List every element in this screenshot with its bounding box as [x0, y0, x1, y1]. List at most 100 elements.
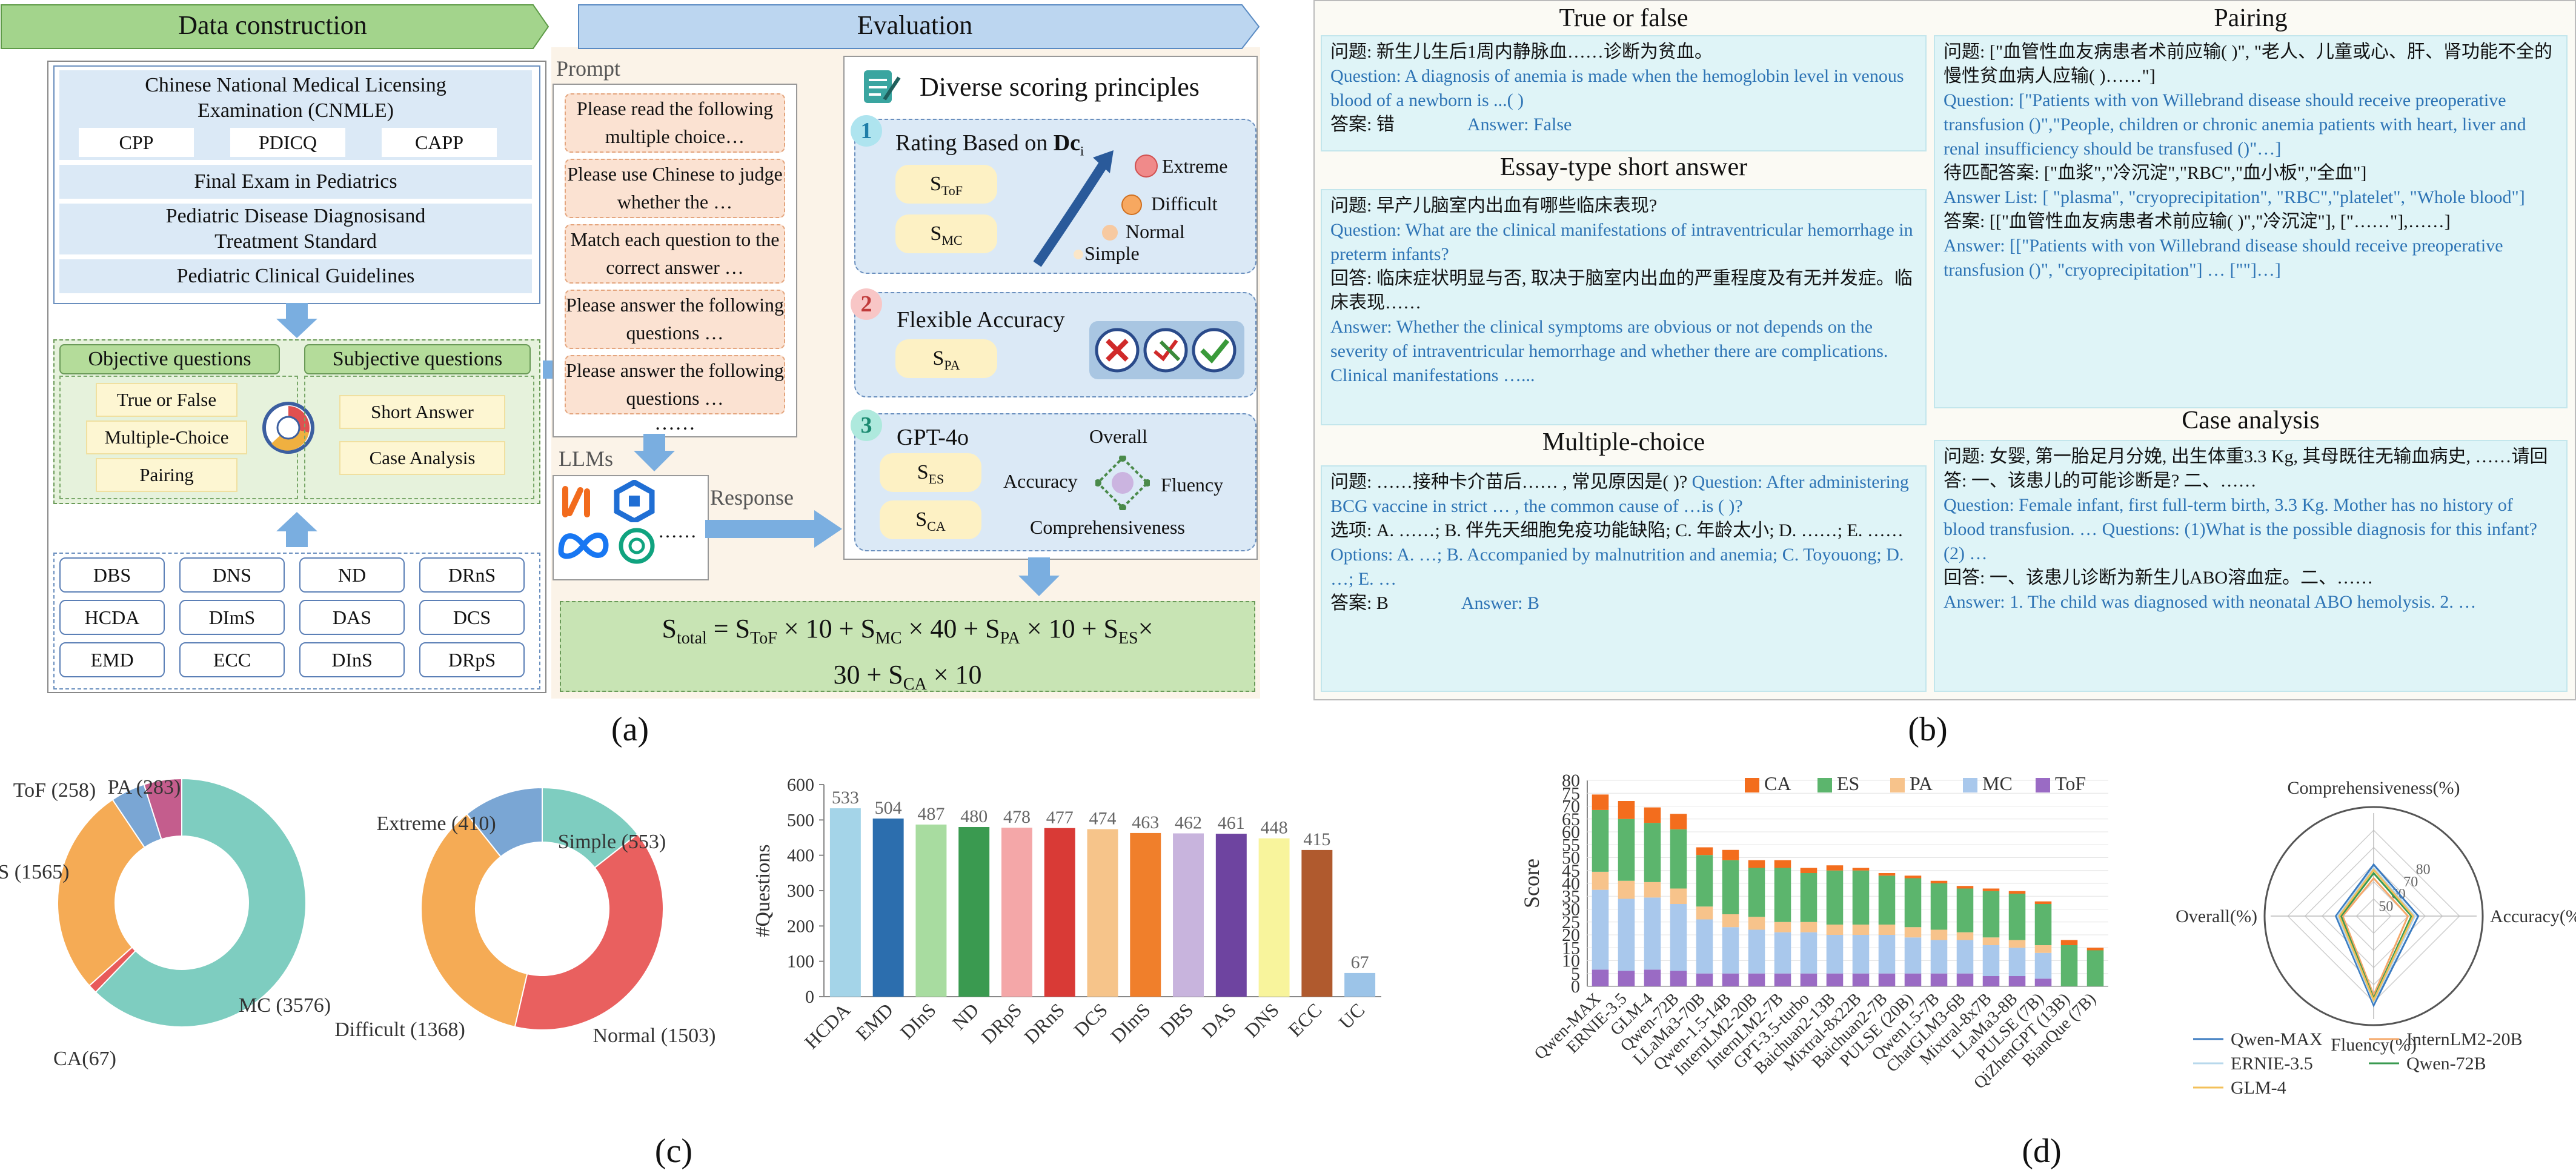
cat-drps: DRpS — [419, 642, 525, 677]
pill-s-es-sub: ES — [928, 471, 944, 487]
bar-category-label: UC — [1335, 998, 1369, 1033]
donut-difficulty-label-difficult: Difficult (1368) — [334, 1018, 465, 1041]
source-pdicq: PDICQ — [230, 128, 345, 157]
stack-seg-mc — [1618, 899, 1635, 971]
bar-category-label: DAS — [1197, 998, 1240, 1041]
tof-box: 问题: 新生儿生后1周内静脉血……诊断为贫血。 Question: A diag… — [1321, 35, 1927, 151]
dim-accuracy: Accuracy — [1003, 470, 1078, 492]
radar-series-qwen-max — [2334, 863, 2420, 1008]
stack-seg-tof — [1592, 969, 1609, 986]
prompt-item-2: Please use Chinese to judge whether the … — [565, 159, 785, 218]
stack-legend-swatch-ca — [1745, 778, 1759, 792]
stack-seg-pa — [2008, 940, 2026, 948]
prompt-ellipsis: …… — [654, 412, 695, 434]
tof-answer-row: 答案: 错 Answer: False — [1330, 113, 1917, 137]
cube-logo-icon — [614, 480, 655, 522]
radar-axis-accuracy: Accuracy(%) — [2490, 906, 2576, 926]
accuracy-icons — [1089, 321, 1244, 379]
stack-seg-mc — [1774, 932, 1791, 974]
stack-seg-pa — [1956, 932, 1974, 940]
stack-seg-pa — [1930, 929, 1948, 940]
stack-seg-ca — [1644, 807, 1661, 823]
pairing-box: 问题: ["血管性血友病患者术前应输( )", "老人、儿童或心、肝、肾功能不全… — [1934, 35, 2568, 408]
case-en-a: Answer: 1. The child was diagnosed with … — [1944, 592, 2477, 612]
pill-s-tof: SToF — [895, 165, 997, 204]
arrow-right-2 — [705, 510, 842, 548]
cat-dims: DImS — [179, 600, 285, 635]
section-2-number: 2 — [851, 288, 882, 320]
stack-legend-swatch-pa — [1890, 778, 1905, 792]
stack-ytick-label: 75 — [1562, 783, 1580, 803]
llms-ellipsis: …… — [658, 520, 697, 542]
prompt-box: Please read the following multiple choic… — [553, 84, 797, 437]
case-en-q: Question: Female infant, first full-term… — [1944, 495, 2537, 563]
subjective-case-analysis: Case Analysis — [339, 441, 505, 475]
section-3-title: GPT-4o — [897, 425, 969, 450]
radar-ring-label: 70 — [2403, 874, 2418, 890]
subjective-title: Subjective questions — [304, 344, 531, 374]
cat-das: DAS — [299, 600, 405, 635]
stack-seg-mc — [1592, 889, 1609, 970]
stack-seg-mc — [1644, 897, 1661, 970]
bar-hcda — [829, 808, 861, 997]
stack-ytick-label: 10 — [1562, 951, 1580, 971]
stack-seg-es — [1852, 870, 1870, 925]
stack-ytick-label: 25 — [1562, 912, 1580, 932]
pairing-zh-a: 答案: [["血管性血友病患者术前应输( )","冷沉淀"], ["……"],…… — [1944, 211, 2451, 231]
bar-drps — [1001, 828, 1032, 997]
prompt-item-1: Please read the following multiple choic… — [565, 93, 785, 153]
bar-ytick-label: 600 — [787, 775, 814, 795]
essay-en-q: Question: What are the clinical manifest… — [1330, 220, 1913, 264]
stack-seg-es — [1956, 888, 1974, 932]
stack-seg-ca — [1826, 865, 1844, 871]
bar-category-label: DRpS — [977, 998, 1026, 1048]
bar-value-label: 461 — [1218, 813, 1245, 833]
donut-tasks-label-es: ES (1565) — [0, 861, 69, 883]
formula-box: Stotal = SToF × 10 + SMC × 40 + SPA × 10… — [560, 601, 1255, 694]
header-data-construction: Data construction — [178, 10, 367, 40]
stack-legend-label-es: ES — [1837, 772, 1859, 794]
stack-ytick-label: 40 — [1562, 874, 1580, 894]
stack-seg-mc — [1878, 935, 1896, 974]
arrow-down-2 — [634, 434, 675, 471]
caption-c: (c) — [654, 1132, 693, 1170]
prompt-item-5: Please answer the following questions … — [565, 355, 785, 414]
cat-ecc: ECC — [179, 642, 285, 677]
bar-nd — [958, 827, 990, 997]
clock-chart-icon — [262, 402, 314, 454]
pill-s-mc-s: S — [930, 222, 942, 245]
stack-legend-swatch-tof — [2036, 778, 2050, 792]
stack-seg-tof — [1670, 971, 1687, 986]
bar-value-label: 477 — [1046, 808, 1074, 828]
case-title: Case analysis — [2182, 407, 2320, 434]
stack-seg-ca — [2008, 891, 2026, 894]
radar-legend-label-internlm2-20b: InternLM2-20B — [2406, 1029, 2523, 1049]
bar-dims — [1130, 832, 1161, 997]
openai-logo-icon — [619, 528, 655, 564]
bar-value-label: 533 — [832, 788, 859, 808]
bar-ytick-label: 500 — [787, 810, 814, 830]
bar-ytick-label: 0 — [805, 987, 814, 1007]
stack-seg-pa — [2034, 945, 2052, 953]
bar-category-label: DNS — [1240, 998, 1283, 1041]
stack-seg-es — [1930, 883, 1948, 930]
arrow-up-1 — [276, 512, 317, 547]
cat-dns: DNS — [179, 557, 285, 593]
stack-seg-tof — [1722, 973, 1739, 986]
bar-dcs — [1087, 829, 1118, 997]
bar-value-label: 487 — [917, 804, 944, 824]
stack-seg-pa — [1644, 882, 1661, 898]
stack-seg-tof — [1774, 973, 1791, 986]
stack-seg-tof — [1696, 973, 1713, 986]
header-arrows — [1, 4, 1260, 49]
dim-comprehensiveness: Comprehensiveness — [1030, 516, 1185, 538]
pill-s-es: SES — [880, 453, 981, 492]
stack-seg-ca — [1956, 886, 1974, 889]
stack-seg-ca — [1904, 875, 1922, 879]
cat-dcs: DCS — [419, 600, 525, 635]
prompt-item-3: Match each question to the correct answe… — [565, 224, 785, 284]
stack-seg-tof — [2008, 976, 2026, 986]
stack-seg-pa — [1982, 937, 2000, 945]
meta-logo-icon — [558, 533, 609, 559]
